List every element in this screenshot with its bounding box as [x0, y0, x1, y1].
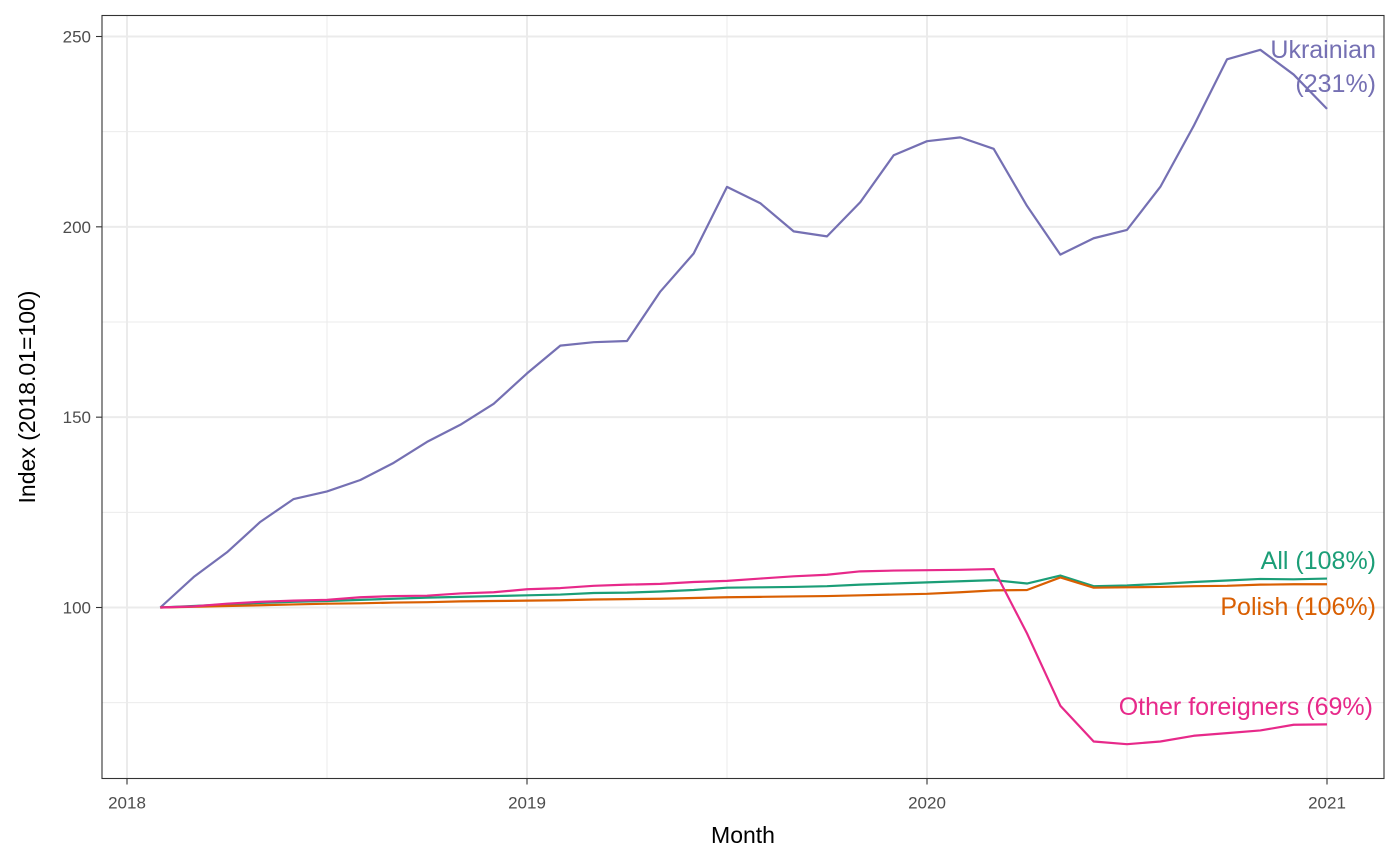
- y-axis-title: Index (2018.01=100): [14, 291, 40, 504]
- plot-background: [102, 15, 1384, 779]
- x-tick-label: 2019: [508, 794, 546, 813]
- series-label-polish: Polish (106%): [1220, 593, 1376, 621]
- grid-lines: [102, 15, 1384, 779]
- series-lines: [159, 48, 1328, 746]
- series-labels: Ukrainian (231%) All (108%) Polish (106%) Ot…: [1119, 36, 1376, 721]
- series-line-all: [160, 574, 1328, 609]
- series-line-polish: [160, 576, 1327, 609]
- series-label-ukrainian: (231%): [1295, 70, 1376, 98]
- x-tick-label: 2018: [108, 794, 146, 813]
- series-label-other-foreigners: Other foreigners (69%): [1119, 693, 1373, 721]
- y-tick-label: 250: [63, 28, 91, 47]
- x-axis-title: Month: [711, 822, 775, 848]
- y-tick-label: 100: [63, 599, 91, 618]
- series-label-all: All (108%): [1261, 547, 1376, 575]
- series-line-other-foreigners: [160, 567, 1328, 746]
- y-tick-label: 200: [63, 218, 91, 237]
- series-label-ukrainian: Ukrainian: [1270, 36, 1376, 64]
- axis-ticks: 100 150 200 250 2018 2019 2020 2021: [63, 28, 1346, 813]
- series-line-ukrainian: [159, 48, 1328, 609]
- x-tick-label: 2021: [1308, 794, 1346, 813]
- y-tick-label: 150: [63, 408, 91, 427]
- plot-panel-border: [101, 14, 1385, 780]
- x-tick-label: 2020: [908, 794, 946, 813]
